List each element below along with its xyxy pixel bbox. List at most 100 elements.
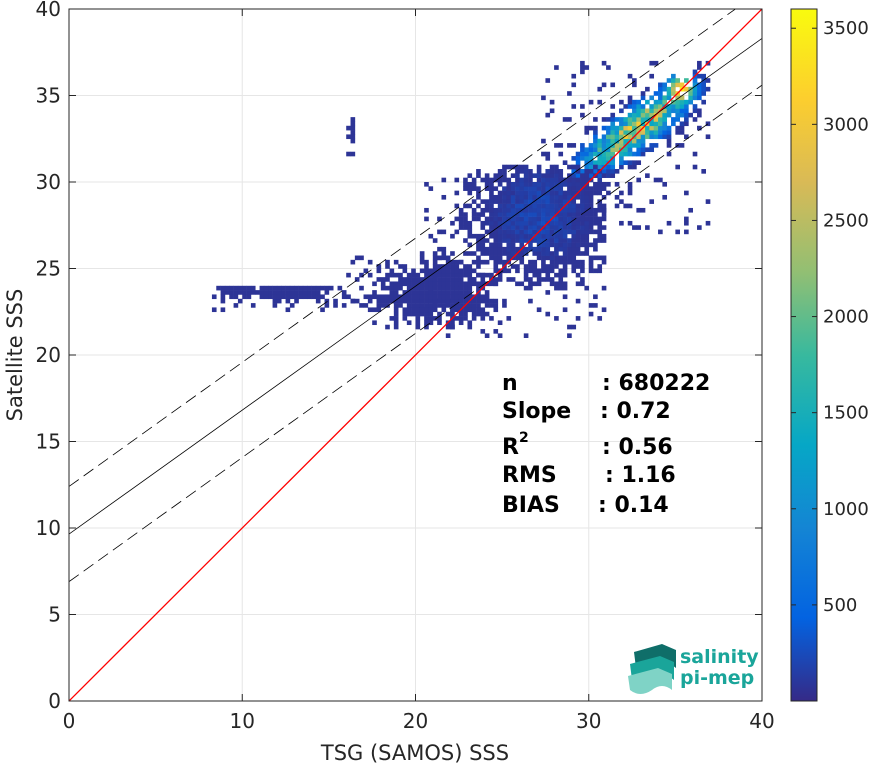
density-cell (588, 268, 594, 274)
density-cell (541, 277, 546, 282)
density-cell (519, 216, 525, 222)
density-cell (558, 199, 564, 204)
density-cell (441, 277, 447, 282)
density-cell (489, 272, 494, 278)
density-cell (684, 216, 689, 222)
density-cell (640, 138, 646, 144)
density-cell (541, 220, 546, 226)
density-cell (571, 104, 577, 109)
density-cell (506, 316, 512, 321)
density-cell (502, 233, 507, 239)
density-cell (554, 285, 559, 291)
density-cell (510, 225, 516, 230)
density-cell (493, 238, 499, 243)
density-cell (515, 268, 520, 274)
density-cell (536, 207, 542, 213)
density-cell (571, 264, 577, 269)
density-cell (493, 233, 499, 239)
logo-text-line2: pi-mep (680, 667, 754, 689)
density-cell (567, 216, 572, 222)
density-cell (341, 290, 347, 295)
density-cell (601, 203, 607, 209)
density-cell (406, 320, 412, 326)
density-cell (640, 207, 646, 213)
density-cell (272, 298, 278, 304)
density-cell (415, 285, 421, 291)
density-cell (575, 272, 581, 278)
density-cell (541, 264, 546, 269)
density-cell (584, 216, 590, 222)
density-cell (666, 151, 672, 157)
density-cell (627, 186, 633, 191)
density-cell (532, 264, 538, 269)
density-cell (510, 233, 516, 239)
density-cell (588, 194, 594, 200)
density-cell (640, 112, 646, 118)
density-cell (324, 298, 330, 304)
density-cell (549, 182, 555, 187)
density-cell (575, 233, 581, 239)
density-cell (523, 268, 529, 274)
density-cell (476, 285, 481, 291)
density-cell (441, 307, 447, 313)
stat-bias-value: : 0.14 (598, 493, 669, 518)
density-cell (471, 277, 477, 282)
density-cell (333, 298, 338, 304)
density-cell (684, 220, 689, 226)
density-cell (268, 285, 273, 291)
density-cell (597, 182, 603, 187)
density-cell (259, 290, 265, 295)
density-cell (597, 164, 603, 170)
density-cell (692, 104, 698, 109)
density-cell (502, 229, 507, 235)
density-cell (623, 130, 629, 135)
density-cell (619, 151, 624, 157)
density-cell (463, 238, 468, 243)
density-cell (545, 173, 551, 178)
density-cell (597, 268, 603, 274)
density-cell (510, 251, 516, 256)
density-cell (450, 298, 455, 304)
density-cell (649, 112, 655, 118)
density-cell (601, 259, 607, 265)
density-cell (575, 246, 581, 252)
density-cell (424, 294, 429, 300)
density-cell (645, 112, 650, 118)
density-cell (515, 173, 520, 178)
density-cell (580, 199, 585, 204)
density-cell (580, 151, 585, 157)
density-cell (580, 69, 585, 75)
density-cell (601, 182, 607, 187)
density-cell (597, 173, 603, 178)
density-cell (315, 298, 321, 304)
density-cell (662, 125, 668, 131)
density-cell (632, 151, 637, 157)
density-cell (541, 255, 546, 261)
density-cell (610, 151, 616, 157)
density-cell (502, 220, 507, 226)
density-cell (580, 177, 585, 183)
density-cell (389, 285, 395, 291)
density-cell (697, 73, 702, 79)
density-cell (506, 190, 512, 196)
density-cell (458, 216, 464, 222)
density-cell (506, 268, 512, 274)
density-cell (536, 251, 542, 256)
density-cell (567, 190, 572, 196)
density-cell (424, 277, 429, 282)
density-cell (636, 112, 642, 118)
density-cell (510, 229, 516, 235)
density-cell (476, 173, 481, 178)
density-cell (259, 294, 265, 300)
density-cell (562, 117, 568, 122)
density-cell (497, 207, 503, 213)
density-cell (662, 194, 668, 200)
density-cell (580, 277, 585, 282)
density-cell (263, 294, 269, 300)
density-cell (497, 194, 503, 200)
density-cell (510, 207, 516, 213)
density-cell (554, 194, 559, 200)
density-cell (532, 182, 538, 187)
density-cell (562, 177, 568, 183)
density-cell (554, 164, 559, 170)
